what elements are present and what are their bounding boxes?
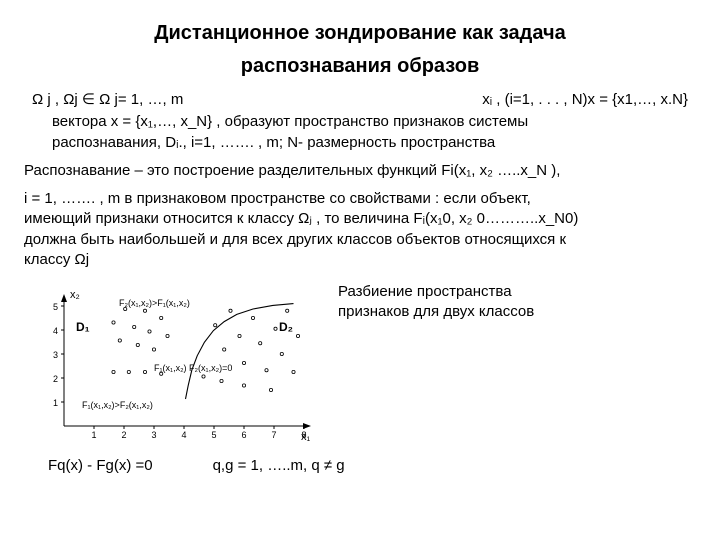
svg-text:4: 4: [53, 326, 58, 336]
vectors-line-1: вектора x = {x₁,…, x_N} , образуют прост…: [52, 112, 690, 132]
svg-text:F₁(x₁,x₂) F₂(x₁,x₂)=0: F₁(x₁,x₂) F₂(x₁,x₂)=0: [154, 363, 232, 373]
svg-text:D₂: D₂: [279, 320, 293, 334]
omega-def: Ω j , Ωj ∈ Ω j= 1, …, m: [32, 90, 183, 110]
svg-text:1: 1: [91, 430, 96, 440]
svg-text:F₂(x₁,x₂)>F₁(x₁,x₂): F₂(x₁,x₂)>F₁(x₁,x₂): [119, 298, 190, 308]
svg-text:4: 4: [181, 430, 186, 440]
boundary-equation-row: Fq(x) - Fg(x) =0 q,g = 1, …..m, q ≠ g: [24, 456, 696, 476]
svg-text:5: 5: [211, 430, 216, 440]
title-line-2: распознавания образов: [24, 53, 696, 80]
svg-text:F₁(x₁,x₂)>F₂(x₁,x₂): F₁(x₁,x₂)>F₂(x₁,x₂): [82, 400, 153, 410]
boundary-eq: Fq(x) - Fg(x) =0: [48, 456, 153, 476]
svg-text:3: 3: [53, 350, 58, 360]
svg-text:D₁: D₁: [76, 320, 90, 334]
svg-text:7: 7: [271, 430, 276, 440]
svg-text:2: 2: [53, 374, 58, 384]
chart-svg: 1234512345678x₂x₁D₁D₂F₂(x₁,x₂)>F₁(x₁,x₂)…: [24, 276, 324, 446]
caption-line-2: признаков для двух классов: [338, 302, 534, 322]
figure-caption: Разбиение пространства признаков для дву…: [338, 282, 534, 323]
boundary-cond: q,g = 1, …..m, q ≠ g: [213, 456, 345, 476]
svg-text:3: 3: [151, 430, 156, 440]
properties-block: i = 1, ……. , m в признаковом пространств…: [24, 189, 696, 270]
svg-text:x₁: x₁: [301, 431, 311, 443]
omega-xi-row: Ω j , Ωj ∈ Ω j= 1, …, m xᵢ , (i=1, . . .…: [24, 90, 696, 112]
svg-text:2: 2: [121, 430, 126, 440]
prop-line-d: классу Ωj: [24, 250, 696, 270]
recognition-def: Распознавание – это построение разделите…: [24, 161, 696, 181]
prop-line-c: должна быть наибольшей и для всех других…: [24, 230, 696, 250]
vectors-block: вектора x = {x₁,…, x_N} , образуют прост…: [24, 112, 696, 153]
figure-row: 1234512345678x₂x₁D₁D₂F₂(x₁,x₂)>F₁(x₁,x₂)…: [24, 276, 696, 452]
feature-space-chart: 1234512345678x₂x₁D₁D₂F₂(x₁,x₂)>F₁(x₁,x₂)…: [24, 276, 324, 452]
svg-text:x₂: x₂: [70, 289, 80, 301]
prop-line-b: имеющий признаки относится к классу Ωⱼ ,…: [24, 209, 696, 229]
vectors-line-2: распознавания, Dᵢ., i=1, ……. , m; N- раз…: [52, 133, 690, 153]
xi-def: xᵢ , (i=1, . . . , N)x = {x1,…, x.N}: [482, 90, 688, 110]
title-line-1: Дистанционное зондирование как задача: [24, 20, 696, 47]
svg-text:5: 5: [53, 302, 58, 312]
prop-line-a: i = 1, ……. , m в признаковом пространств…: [24, 189, 696, 209]
svg-text:6: 6: [241, 430, 246, 440]
svg-text:1: 1: [53, 398, 58, 408]
caption-line-1: Разбиение пространства: [338, 282, 534, 302]
